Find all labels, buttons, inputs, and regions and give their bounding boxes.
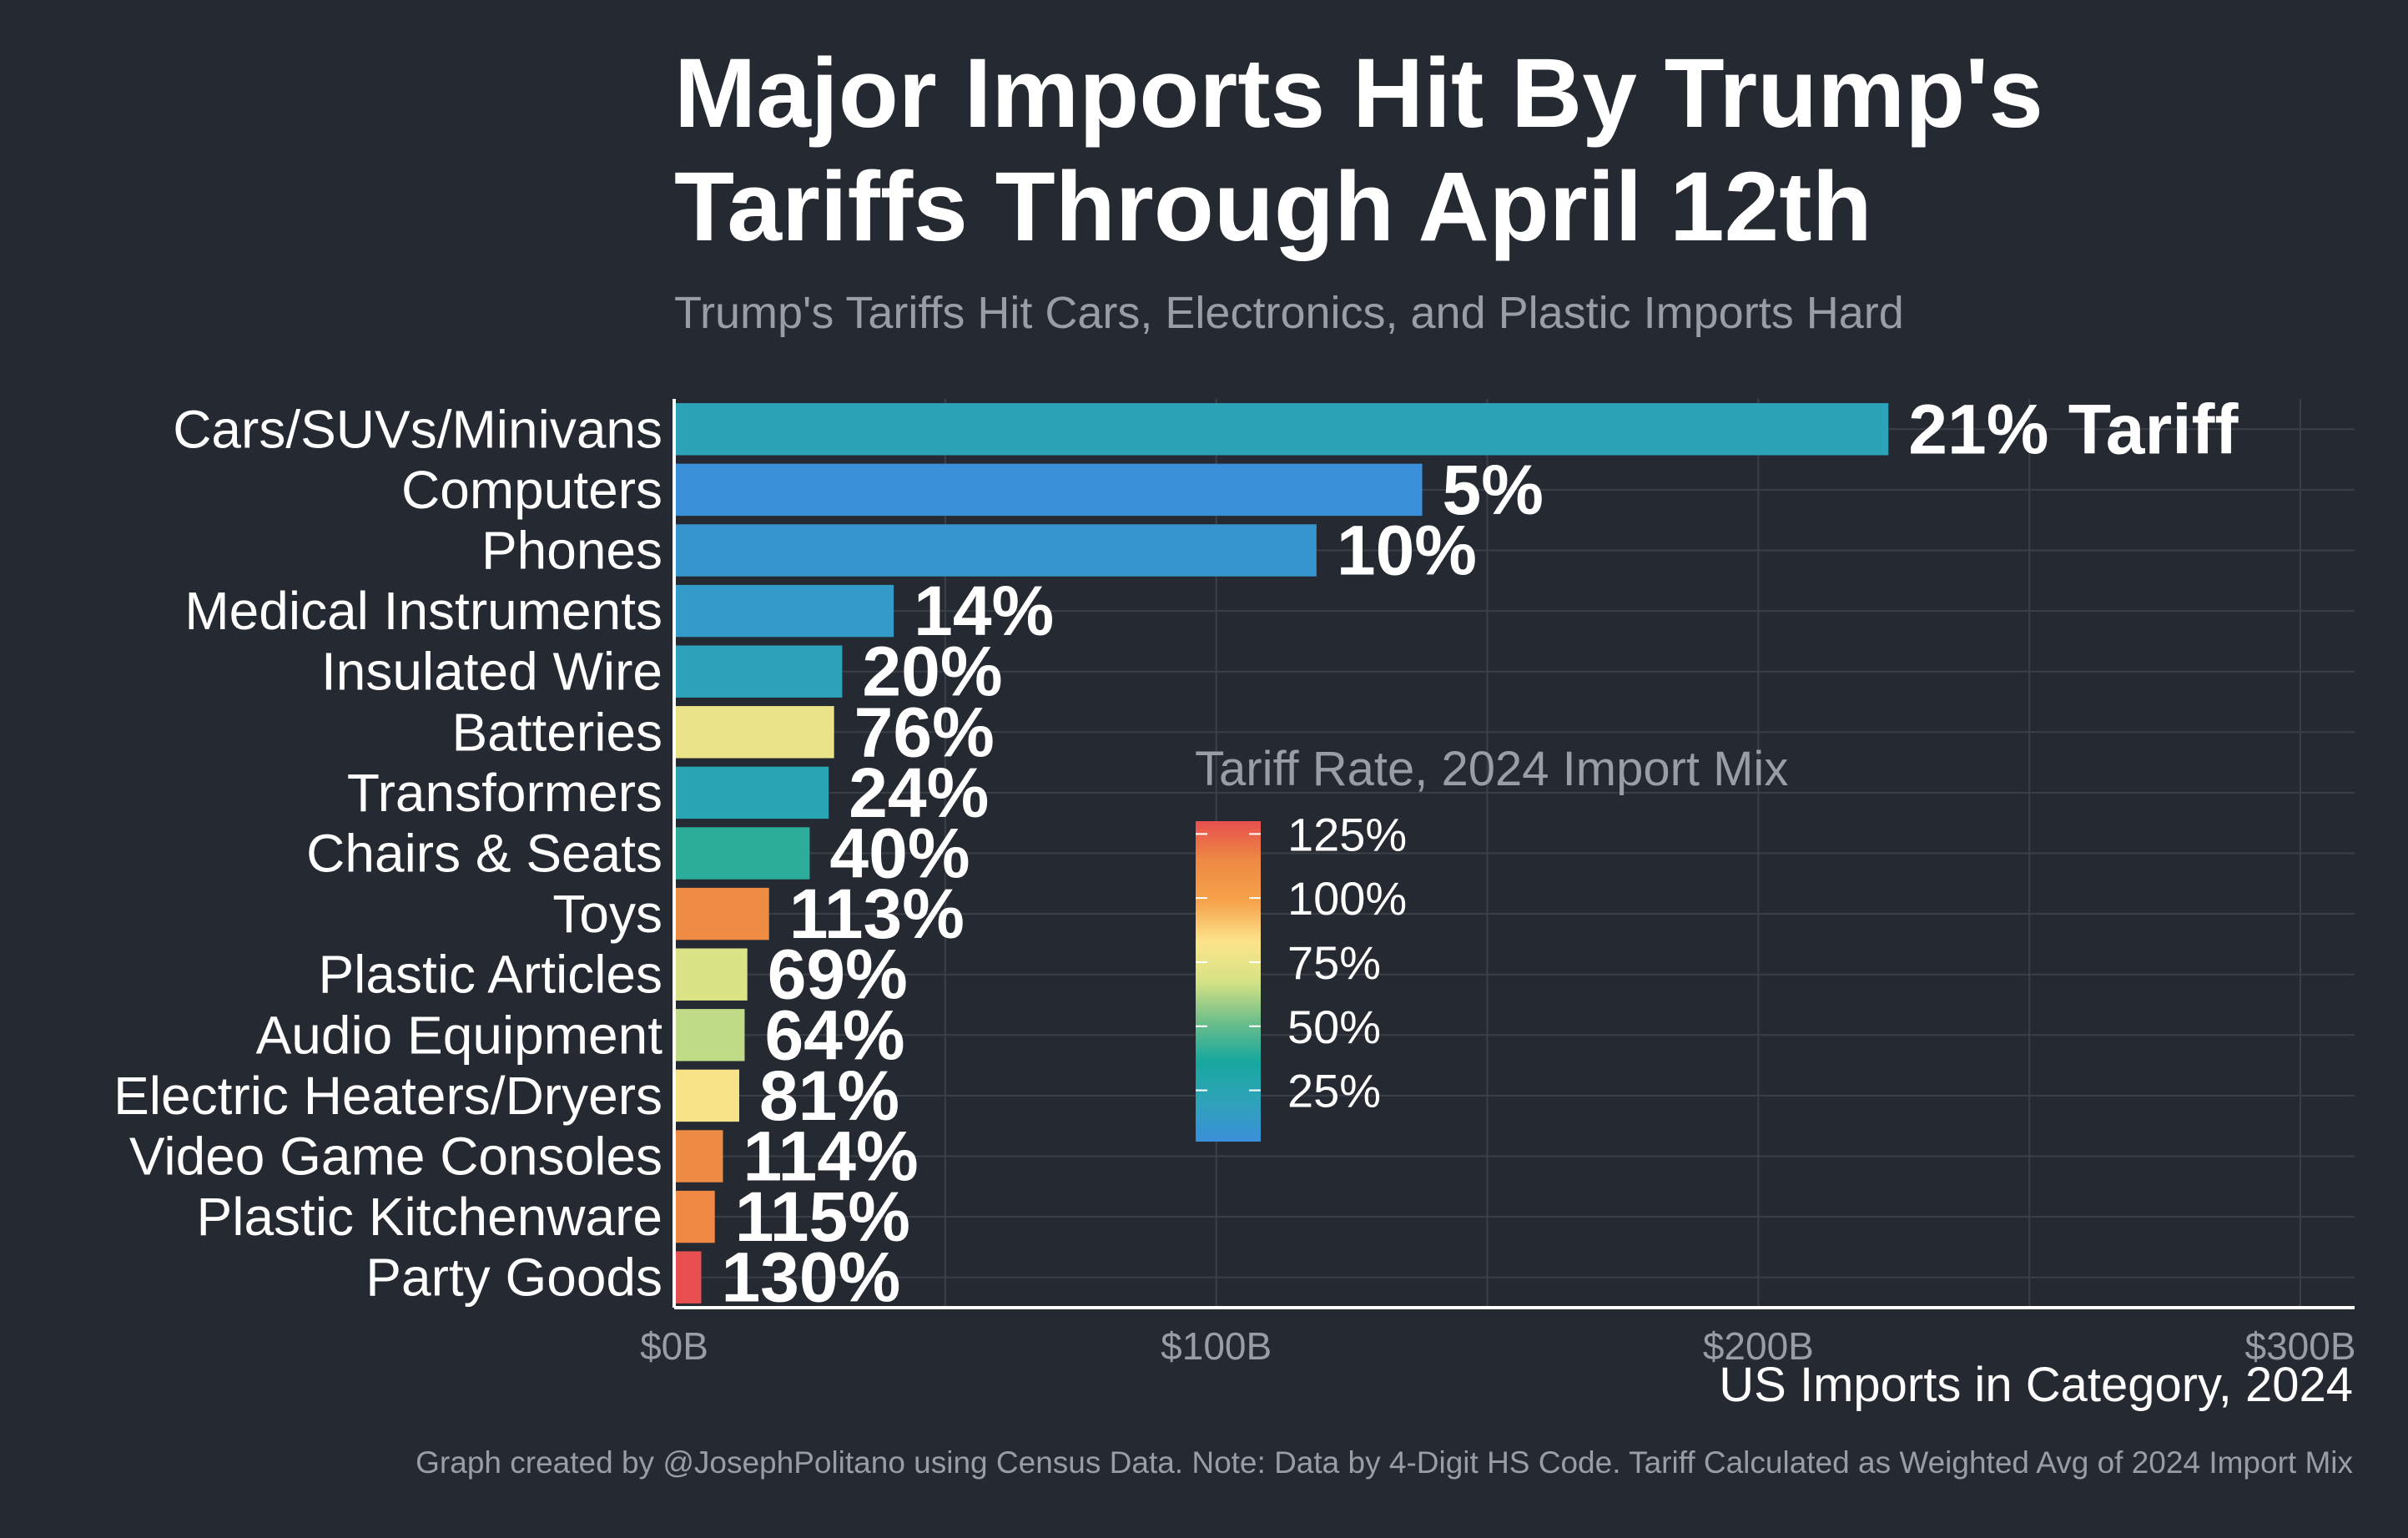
bar-value-label: 130% [721, 1238, 900, 1317]
category-label: Phones [481, 521, 662, 581]
category-label: Toys [552, 884, 662, 944]
bar [674, 766, 829, 819]
chart-title: Major Imports Hit By Trump's Tariffs Thr… [674, 37, 2343, 264]
legend-colorbar [1196, 821, 1261, 1142]
bar-value-label: 64% [764, 996, 904, 1074]
bar [674, 1130, 723, 1182]
bar-value-label: 115% [735, 1177, 910, 1256]
category-labels: Cars/SUVs/MinivansComputersPhonesMedical… [113, 399, 662, 1307]
bar-value-label: 113% [789, 875, 965, 953]
bar [674, 1009, 745, 1061]
category-label: Party Goods [365, 1248, 662, 1308]
bar-value-label: 21% Tariff [1908, 390, 2239, 468]
x-tick-label: $300B [2245, 1324, 2356, 1368]
bar-value-label: 81% [759, 1056, 899, 1135]
category-label: Computers [401, 460, 662, 520]
bar [674, 1190, 715, 1243]
bar-value-label: 69% [768, 935, 908, 1014]
bar-value-label: 14% [914, 572, 1054, 650]
bar [674, 645, 843, 698]
legend-tick-label: 125% [1287, 808, 1407, 860]
x-tick-label: $100B [1161, 1324, 1272, 1368]
bar-value-label: 114% [743, 1117, 918, 1196]
x-tick-labels: $0B $100B $200B $300B [640, 1324, 2355, 1368]
category-label: Electric Heaters/Dryers [113, 1066, 662, 1126]
title-line-1: Major Imports Hit By Trump's [674, 38, 2043, 149]
bar [674, 827, 810, 880]
category-label: Medical Instruments [184, 581, 662, 641]
bar [674, 524, 1317, 577]
category-label: Insulated Wire [321, 642, 662, 702]
bar-value-label: 5% [1443, 451, 1544, 529]
color-legend: 125% 100% 75% 50% 25% [1196, 808, 1407, 1142]
bar [674, 1251, 702, 1304]
category-label: Batteries [451, 702, 662, 762]
gridlines [674, 399, 2355, 1308]
bar [674, 463, 1423, 517]
legend-title: Tariff Rate, 2024 Import Mix [1195, 742, 1789, 796]
bar-value-label: 10% [1337, 512, 1477, 590]
bar [674, 948, 748, 1001]
bar-value-labels: 21% Tariff 5%10% 14%20%76%24%40%113%69%64%… [721, 390, 2239, 1316]
bar [674, 1069, 739, 1122]
bars [674, 403, 1889, 1304]
category-label: Chairs & Seats [306, 824, 662, 884]
axes [673, 399, 2355, 1309]
bar-value-label: 24% [849, 754, 989, 832]
title-line-2: Tariffs Through April 12th [674, 152, 1872, 262]
category-label: Cars/SUVs/Minivans [173, 399, 662, 459]
chart-subtitle: Trump's Tariffs Hit Cars, Electronics, a… [674, 288, 1904, 338]
legend-tick-label: 50% [1287, 1001, 1381, 1053]
bar-value-label: 40% [829, 814, 970, 893]
category-label: Video Game Consoles [129, 1127, 662, 1187]
legend-tick-label: 25% [1287, 1065, 1381, 1117]
bar [674, 584, 894, 638]
category-label: Plastic Kitchenware [197, 1187, 662, 1247]
x-tick-label: $200B [1703, 1324, 1814, 1368]
category-label: Plastic Articles [318, 945, 662, 1005]
legend-tick-label: 75% [1287, 936, 1381, 989]
bar [674, 706, 834, 759]
bar [674, 887, 769, 940]
source-caption: Graph created by @JosephPolitano using C… [416, 1445, 2353, 1480]
category-label: Transformers [347, 763, 662, 823]
bar-value-label: 20% [862, 633, 1002, 711]
bar [674, 403, 1889, 456]
x-tick-label: $0B [640, 1324, 708, 1368]
category-label: Audio Equipment [256, 1005, 663, 1065]
x-axis-title: US Imports in Category, 2024 [1719, 1358, 2353, 1412]
bar-value-label: 76% [854, 693, 995, 771]
legend-tick-label: 100% [1287, 872, 1407, 925]
